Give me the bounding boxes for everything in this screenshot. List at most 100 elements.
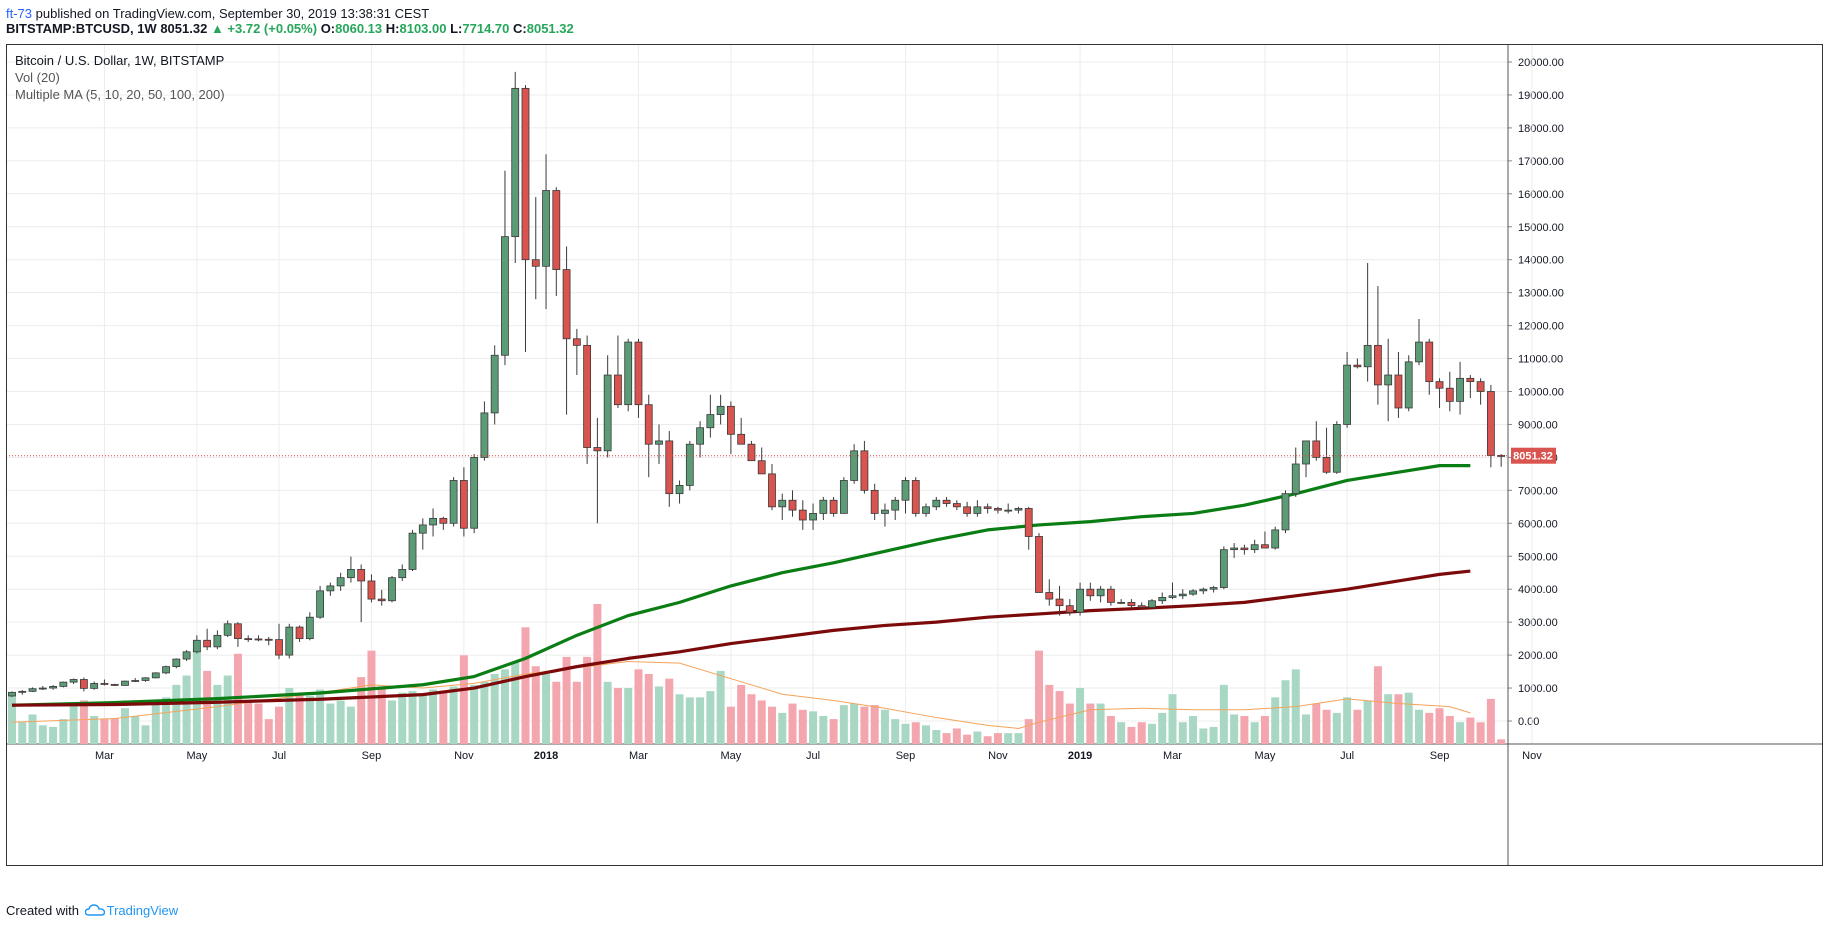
candle-body	[90, 683, 99, 689]
volume-bar	[942, 733, 951, 744]
legend-volume: Vol (20)	[15, 70, 60, 85]
volume-bar	[963, 734, 972, 744]
candle-body	[1343, 364, 1351, 425]
volume-bar	[1486, 698, 1495, 744]
ma-200-line	[11, 569, 1471, 707]
volume-bar	[716, 670, 725, 744]
candle-body	[234, 623, 242, 640]
y-tick-label: 7000.00	[1518, 485, 1558, 497]
volume-bar	[1035, 650, 1043, 744]
y-tick-label: 2000.00	[1518, 650, 1558, 662]
volume-bar	[1230, 714, 1239, 744]
candle-body	[778, 499, 787, 508]
candle-body	[942, 499, 951, 504]
candle-body	[1127, 601, 1136, 607]
volume-bar	[8, 692, 16, 744]
candle-body	[572, 338, 581, 346]
x-tick-label: Sep	[896, 750, 916, 762]
candle-body	[151, 672, 160, 679]
y-tick-label: 14000.00	[1518, 255, 1564, 267]
candle-body	[131, 680, 140, 682]
chart-frame	[6, 44, 1823, 866]
candle-body	[521, 87, 530, 261]
candle-body	[1086, 588, 1095, 597]
candle-body	[1374, 344, 1382, 386]
candle-body	[429, 517, 437, 526]
volume-bar	[38, 725, 47, 744]
tradingview-logo-text[interactable]: TradingView	[106, 903, 179, 918]
volume-bar	[141, 725, 150, 744]
volume-bar	[151, 703, 160, 744]
volume-bar	[644, 674, 653, 744]
candle-body	[1250, 544, 1259, 551]
candle-body	[829, 499, 838, 514]
ohlc-bar: BITSTAMP:BTCUSD, 1W 8051.32 ▲ +3.72 (+0.…	[6, 21, 574, 36]
volume-bar	[665, 678, 674, 744]
volume-bar	[1302, 714, 1311, 744]
volume-bar	[1353, 709, 1362, 744]
volume-bar	[521, 627, 530, 744]
volume-bar	[162, 697, 171, 744]
volume-bar	[603, 681, 612, 744]
volume-bar	[973, 731, 982, 744]
candle-body	[798, 509, 807, 521]
candle-body	[203, 639, 212, 648]
candle-body	[1404, 361, 1413, 409]
candle-body	[110, 684, 119, 686]
last-price-tag-text: 8051.32	[1513, 451, 1553, 463]
x-tick-label: Sep	[1430, 750, 1450, 762]
volume-bar	[1373, 666, 1382, 744]
candle-body	[963, 506, 972, 514]
candle-body	[388, 577, 396, 602]
candle-body	[706, 414, 715, 429]
candle-body	[141, 677, 150, 681]
volume-bar	[1024, 719, 1033, 744]
candle-body	[1004, 509, 1013, 512]
candle-body	[1353, 364, 1362, 368]
volume-bar	[285, 688, 294, 744]
volume-bar	[1404, 692, 1413, 744]
close-label: C:	[513, 21, 527, 36]
volume-bar	[192, 649, 201, 744]
x-tick-label: May	[186, 750, 207, 762]
y-tick-label: 18000.00	[1518, 123, 1564, 135]
candle-body	[1230, 547, 1239, 551]
volume-bar	[275, 706, 284, 744]
volume-bar	[1086, 703, 1095, 744]
candle-body	[542, 190, 550, 267]
candle-body	[8, 691, 16, 697]
candle-body	[932, 499, 941, 508]
candle-body	[59, 681, 68, 687]
volume-bar	[316, 689, 325, 744]
candle-body	[1271, 529, 1280, 549]
volume-bar	[1332, 712, 1341, 744]
candle-body	[1456, 377, 1464, 402]
candle-body	[439, 517, 448, 524]
price-chart[interactable]: 20000.00 19000.00 18000.00 17000.00 16000.00…	[6, 44, 1823, 866]
price-change: ▲ +3.72 (+0.05%)	[210, 21, 318, 36]
candle-body	[172, 658, 181, 668]
candle-body	[562, 269, 571, 340]
open-label: O:	[320, 21, 336, 36]
author-link[interactable]: ft-73	[6, 6, 33, 21]
volume-bar	[1322, 709, 1331, 744]
volume-bar	[1127, 726, 1136, 744]
volume-bar	[562, 656, 571, 744]
candle-body	[192, 639, 201, 653]
volume-bar	[1158, 712, 1167, 744]
candle-body	[1486, 391, 1495, 456]
volume-bar	[1178, 722, 1187, 744]
y-tick-label: 16000.00	[1518, 189, 1564, 201]
candle-body	[79, 679, 88, 689]
candle-body	[459, 480, 468, 529]
volume-bar	[809, 711, 818, 744]
candle-body	[870, 489, 879, 514]
volume-bar	[1466, 717, 1475, 744]
volume-bar	[1312, 703, 1321, 744]
x-tick-label: May	[1255, 750, 1276, 762]
candle-body	[121, 680, 129, 686]
high-value: 8103.00	[399, 21, 447, 36]
created-with-text: Created with	[6, 903, 79, 918]
volume-bar	[172, 684, 181, 744]
volume-bar	[1497, 739, 1506, 744]
